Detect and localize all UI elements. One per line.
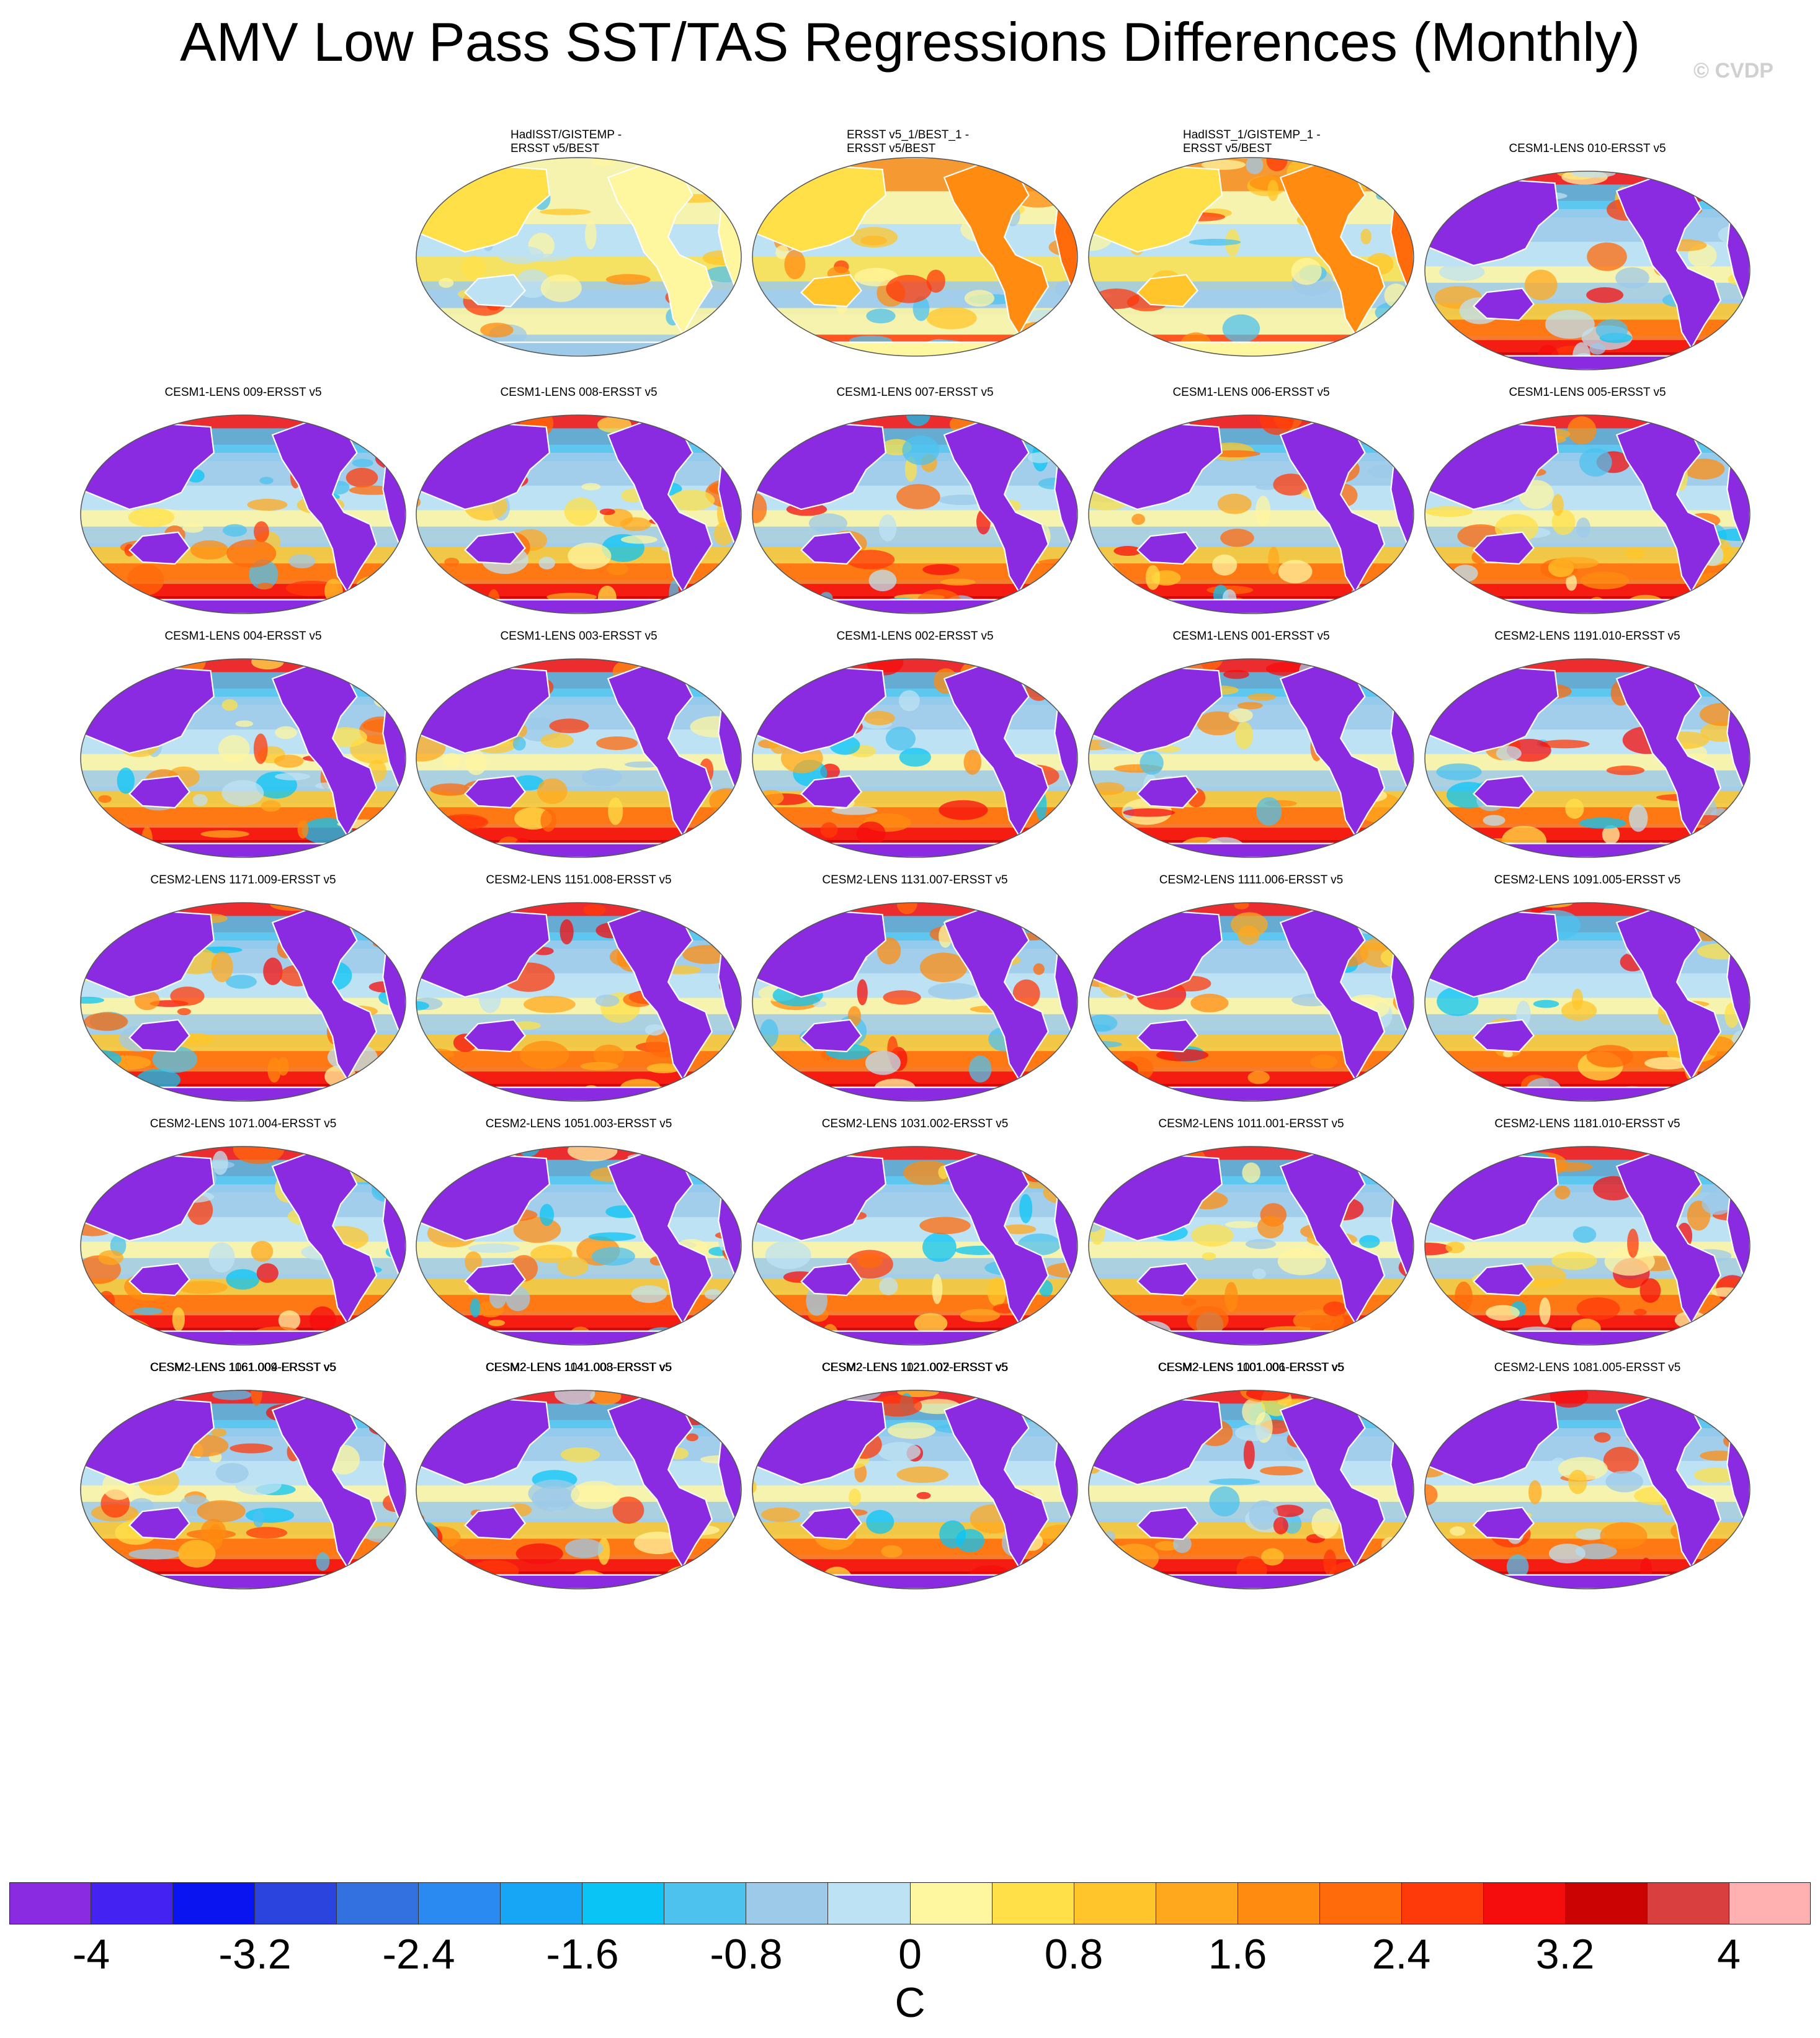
panel-title: CESM2-LENS 1161.009-ERSST v5 <box>150 1361 336 1374</box>
panel-title: CESM2-LENS 1101.006-ERSST v5 <box>1158 1361 1344 1374</box>
colorbar-swatch <box>910 1882 993 1924</box>
panel-title: CESM2-LENS 1041.003-ERSST v5 <box>485 1361 672 1374</box>
colorbar-swatch <box>337 1882 419 1924</box>
colorbar-swatch <box>419 1882 501 1924</box>
panel-title: CESM1-LENS 007-ERSST v5 <box>836 386 994 399</box>
map-panel: CESM2-LENS 1111.006-ERSST v5 <box>1084 874 1419 1112</box>
panel-title: CESM2-LENS 1151.008-ERSST v5 <box>486 874 672 887</box>
map-panel: CESM2-LENS 1061.004-ERSST v5 <box>76 1361 411 1600</box>
map-panel: CESM2-LENS 1051.003-ERSST v5 <box>411 1117 746 1356</box>
colorbar-tick-label: -2.4 <box>382 1931 455 1978</box>
colorbar-swatch <box>992 1882 1074 1924</box>
colorbar-tick-label: 3.2 <box>1535 1931 1595 1978</box>
map-panel: CESM1-LENS 006-ERSST v5 <box>1084 386 1419 625</box>
colorbar-tick-label: 2.4 <box>1372 1931 1431 1978</box>
colorbar-swatch <box>1647 1882 1729 1924</box>
map-panel: ERSST v5_1/BEST_1 - ERSST v5/BEST <box>747 128 1082 367</box>
colorbar-tick-label: 0 <box>898 1931 922 1978</box>
colorbar-tick-label: -3.2 <box>218 1931 292 1978</box>
panel-title: CESM1-LENS 006-ERSST v5 <box>1172 386 1330 399</box>
panel-title: HadISST/GISTEMP - ERSST v5/BEST <box>511 128 622 155</box>
map-panel: CESM2-LENS 1081.005-ERSST v5 <box>1420 1361 1755 1600</box>
panel-title: CESM2-LENS 1181.010-ERSST v5 <box>1494 1117 1680 1130</box>
panel-title: CESM1-LENS 001-ERSST v5 <box>1172 630 1330 643</box>
panel-title: CESM2-LENS 1111.006-ERSST v5 <box>1159 874 1344 887</box>
panel-title: CESM1-LENS 008-ERSST v5 <box>500 386 658 399</box>
colorbar-swatch <box>1401 1882 1484 1924</box>
map-panel: CESM1-LENS 010-ERSST v5 <box>1420 142 1755 381</box>
panel-title: CESM2-LENS 1051.003-ERSST v5 <box>485 1117 672 1130</box>
colorbar <box>9 1882 1811 1924</box>
colorbar-unit: C <box>894 1979 926 2026</box>
map-panel: CESM2-LENS 1011.001-ERSST v5 <box>1084 1117 1419 1356</box>
map-panel: CESM2-LENS 1001.001-ERSST v5 <box>1084 1361 1419 1600</box>
colorbar-tick-label: 4 <box>1717 1931 1741 1978</box>
colorbar-swatch <box>1319 1882 1402 1924</box>
colorbar-tick-label: 1.6 <box>1208 1931 1267 1978</box>
map-panel: CESM2-LENS 1181.010-ERSST v5 <box>1420 1117 1755 1356</box>
panel-title: CESM1-LENS 004-ERSST v5 <box>164 630 322 643</box>
map-panel: CESM1-LENS 007-ERSST v5 <box>747 386 1082 625</box>
colorbar-tick-label: 0.8 <box>1044 1931 1104 1978</box>
map-panel: CESM2-LENS 1131.007-ERSST v5 <box>747 874 1082 1112</box>
colorbar-swatch <box>501 1882 583 1924</box>
map-panel: CESM1-LENS 002-ERSST v5 <box>747 630 1082 869</box>
panel-title: CESM2-LENS 1091.005-ERSST v5 <box>1494 874 1681 887</box>
map-panel: CESM2-LENS 1041.003-ERSST v5 <box>411 1361 746 1600</box>
colorbar-tick-label: -1.6 <box>546 1931 619 1978</box>
colorbar-swatch <box>1729 1882 1811 1924</box>
colorbar-swatch <box>1074 1882 1156 1924</box>
map-panel: CESM2-LENS 1031.002-ERSST v5 <box>747 1117 1082 1356</box>
colorbar-swatch <box>173 1882 256 1924</box>
figure-title: AMV Low Pass SST/TAS Regressions Differe… <box>180 11 1640 73</box>
panel-title: CESM2-LENS 1001.001-ERSST v5 <box>1158 1361 1345 1374</box>
map-panel: HadISST_1/GISTEMP_1 - ERSST v5/BEST <box>1084 128 1419 367</box>
map-panel: CESM1-LENS 004-ERSST v5 <box>76 630 411 869</box>
panel-title: CESM1-LENS 005-ERSST v5 <box>1509 386 1666 399</box>
panel-title: CESM2-LENS 1131.007-ERSST v5 <box>822 874 1008 887</box>
panel-title: ERSST v5_1/BEST_1 - ERSST v5/BEST <box>847 128 970 155</box>
map-panel: CESM2-LENS 1191.010-ERSST v5 <box>1420 630 1755 869</box>
panel-title: CESM2-LENS 1171.009-ERSST v5 <box>150 874 336 887</box>
panel-title: CESM2-LENS 1061.004-ERSST v5 <box>149 1361 337 1374</box>
panel-title: CESM1-LENS 003-ERSST v5 <box>500 630 658 643</box>
colorbar-swatch <box>9 1882 92 1924</box>
map-panel: CESM1-LENS 005-ERSST v5 <box>1420 386 1755 625</box>
colorbar-swatch <box>828 1882 911 1924</box>
panel-title: CESM2-LENS 1141.008-ERSST v5 <box>486 1361 672 1374</box>
panel-title: CESM2-LENS 1031.002-ERSST v5 <box>821 1117 1009 1130</box>
map-panel: CESM2-LENS 1021.002-ERSST v5 <box>747 1361 1082 1600</box>
map-panel: CESM1-LENS 001-ERSST v5 <box>1084 630 1419 869</box>
map-panel: CESM2-LENS 1151.008-ERSST v5 <box>411 874 746 1112</box>
colorbar-swatch <box>664 1882 747 1924</box>
panel-title: CESM2-LENS 1021.002-ERSST v5 <box>821 1361 1009 1374</box>
panel-title: CESM2-LENS 1071.004-ERSST v5 <box>149 1117 337 1130</box>
panel-title: CESM2-LENS 1011.001-ERSST v5 <box>1158 1117 1344 1130</box>
panel-title: CESM1-LENS 002-ERSST v5 <box>836 630 994 643</box>
panel-title: CESM2-LENS 1121.007-ERSST v5 <box>822 1361 1008 1374</box>
colorbar-swatch <box>91 1882 174 1924</box>
copyright-label: © CVDP <box>1693 59 1773 83</box>
map-panel: CESM2-LENS 1071.004-ERSST v5 <box>76 1117 411 1356</box>
panel-title: CESM1-LENS 010-ERSST v5 <box>1509 142 1666 155</box>
colorbar-swatch <box>255 1882 337 1924</box>
map-panel: CESM1-LENS 008-ERSST v5 <box>411 386 746 625</box>
map-panel: CESM1-LENS 003-ERSST v5 <box>411 630 746 869</box>
colorbar-swatch <box>1483 1882 1566 1924</box>
map-panel: CESM1-LENS 009-ERSST v5 <box>76 386 411 625</box>
panel-title: CESM2-LENS 1081.005-ERSST v5 <box>1494 1361 1681 1374</box>
panel-title: HadISST_1/GISTEMP_1 - ERSST v5/BEST <box>1183 128 1321 155</box>
map-panel: CESM2-LENS 1091.005-ERSST v5 <box>1420 874 1755 1112</box>
panel-title: CESM2-LENS 1191.010-ERSST v5 <box>1494 630 1680 643</box>
colorbar-swatch <box>1565 1882 1648 1924</box>
colorbar-tick-label: -4 <box>72 1931 110 1978</box>
colorbar-swatch <box>1238 1882 1320 1924</box>
colorbar-tick-label: -0.8 <box>710 1931 783 1978</box>
panel-title: CESM1-LENS 009-ERSST v5 <box>164 386 322 399</box>
colorbar-swatch <box>582 1882 665 1924</box>
colorbar-swatch <box>746 1882 829 1924</box>
map-panel: CESM2-LENS 1171.009-ERSST v5 <box>76 874 411 1112</box>
colorbar-swatch <box>1156 1882 1238 1924</box>
map-panel: HadISST/GISTEMP - ERSST v5/BEST <box>411 128 746 367</box>
